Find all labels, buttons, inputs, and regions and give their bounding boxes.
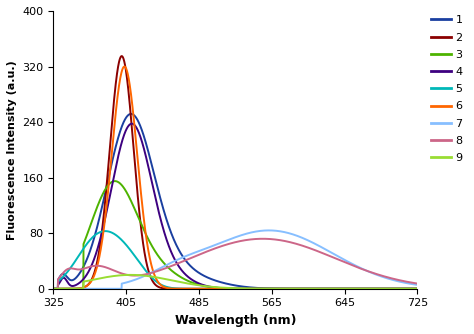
7 <box>415 283 420 287</box>
1 <box>337 287 343 291</box>
7 <box>218 241 224 245</box>
Legend: 1, 2, 3, 4, 5, 6, 7, 8, 9: 1, 2, 3, 4, 5, 6, 7, 8, 9 <box>427 11 467 168</box>
4 <box>404 287 410 291</box>
Line: 9: 9 <box>54 275 418 289</box>
3 <box>404 287 410 291</box>
Line: 7: 7 <box>54 230 418 289</box>
2 <box>218 287 224 291</box>
Line: 1: 1 <box>54 114 418 289</box>
6 <box>122 64 128 68</box>
1 <box>69 278 75 282</box>
9 <box>337 287 343 291</box>
9 <box>218 286 224 290</box>
7 <box>404 281 410 285</box>
8 <box>260 237 265 241</box>
9 <box>128 273 134 277</box>
5 <box>337 287 343 291</box>
3 <box>404 287 410 291</box>
Line: 8: 8 <box>54 239 418 289</box>
8 <box>404 280 410 284</box>
1 <box>415 287 420 291</box>
5 <box>404 287 410 291</box>
1 <box>51 287 56 291</box>
3 <box>228 287 233 291</box>
5 <box>102 229 108 233</box>
3 <box>51 287 56 291</box>
2 <box>415 287 420 291</box>
8 <box>228 241 233 245</box>
4 <box>69 284 75 288</box>
1 <box>404 287 410 291</box>
Line: 4: 4 <box>54 124 418 289</box>
5 <box>404 287 410 291</box>
1 <box>218 280 224 284</box>
6 <box>218 287 224 291</box>
6 <box>415 287 420 291</box>
Line: 2: 2 <box>54 56 418 289</box>
4 <box>404 287 410 291</box>
8 <box>404 280 410 284</box>
2 <box>337 287 343 291</box>
9 <box>404 287 410 291</box>
1 <box>228 283 233 287</box>
9 <box>415 287 420 291</box>
6 <box>337 287 343 291</box>
9 <box>51 287 56 291</box>
9 <box>404 287 410 291</box>
1 <box>128 112 134 116</box>
2 <box>69 287 75 291</box>
7 <box>51 287 56 291</box>
8 <box>69 267 75 271</box>
7 <box>404 281 410 285</box>
3 <box>112 179 118 183</box>
9 <box>69 287 75 291</box>
6 <box>228 287 233 291</box>
X-axis label: Wavelength (nm): Wavelength (nm) <box>175 314 296 327</box>
1 <box>404 287 410 291</box>
Line: 5: 5 <box>54 231 418 289</box>
2 <box>404 287 410 291</box>
4 <box>337 287 343 291</box>
5 <box>415 287 420 291</box>
Y-axis label: Fluorescence Intensity (a.u.): Fluorescence Intensity (a.u.) <box>7 60 17 240</box>
3 <box>218 286 224 290</box>
4 <box>51 287 56 291</box>
5 <box>69 264 75 268</box>
3 <box>415 287 420 291</box>
Line: 6: 6 <box>54 66 418 289</box>
8 <box>218 244 224 248</box>
8 <box>337 259 343 263</box>
8 <box>51 287 56 291</box>
7 <box>266 228 272 232</box>
7 <box>337 256 343 260</box>
6 <box>69 287 75 291</box>
2 <box>51 287 56 291</box>
5 <box>218 287 224 291</box>
5 <box>51 287 56 291</box>
3 <box>337 287 343 291</box>
4 <box>228 287 233 291</box>
Line: 3: 3 <box>54 181 418 289</box>
4 <box>129 122 135 126</box>
2 <box>404 287 410 291</box>
8 <box>415 282 420 286</box>
4 <box>415 287 420 291</box>
7 <box>69 287 75 291</box>
3 <box>69 287 75 291</box>
6 <box>51 287 56 291</box>
2 <box>228 287 233 291</box>
6 <box>404 287 410 291</box>
5 <box>228 287 233 291</box>
4 <box>218 286 224 290</box>
2 <box>119 54 125 58</box>
9 <box>228 286 233 290</box>
7 <box>228 237 233 241</box>
6 <box>404 287 410 291</box>
